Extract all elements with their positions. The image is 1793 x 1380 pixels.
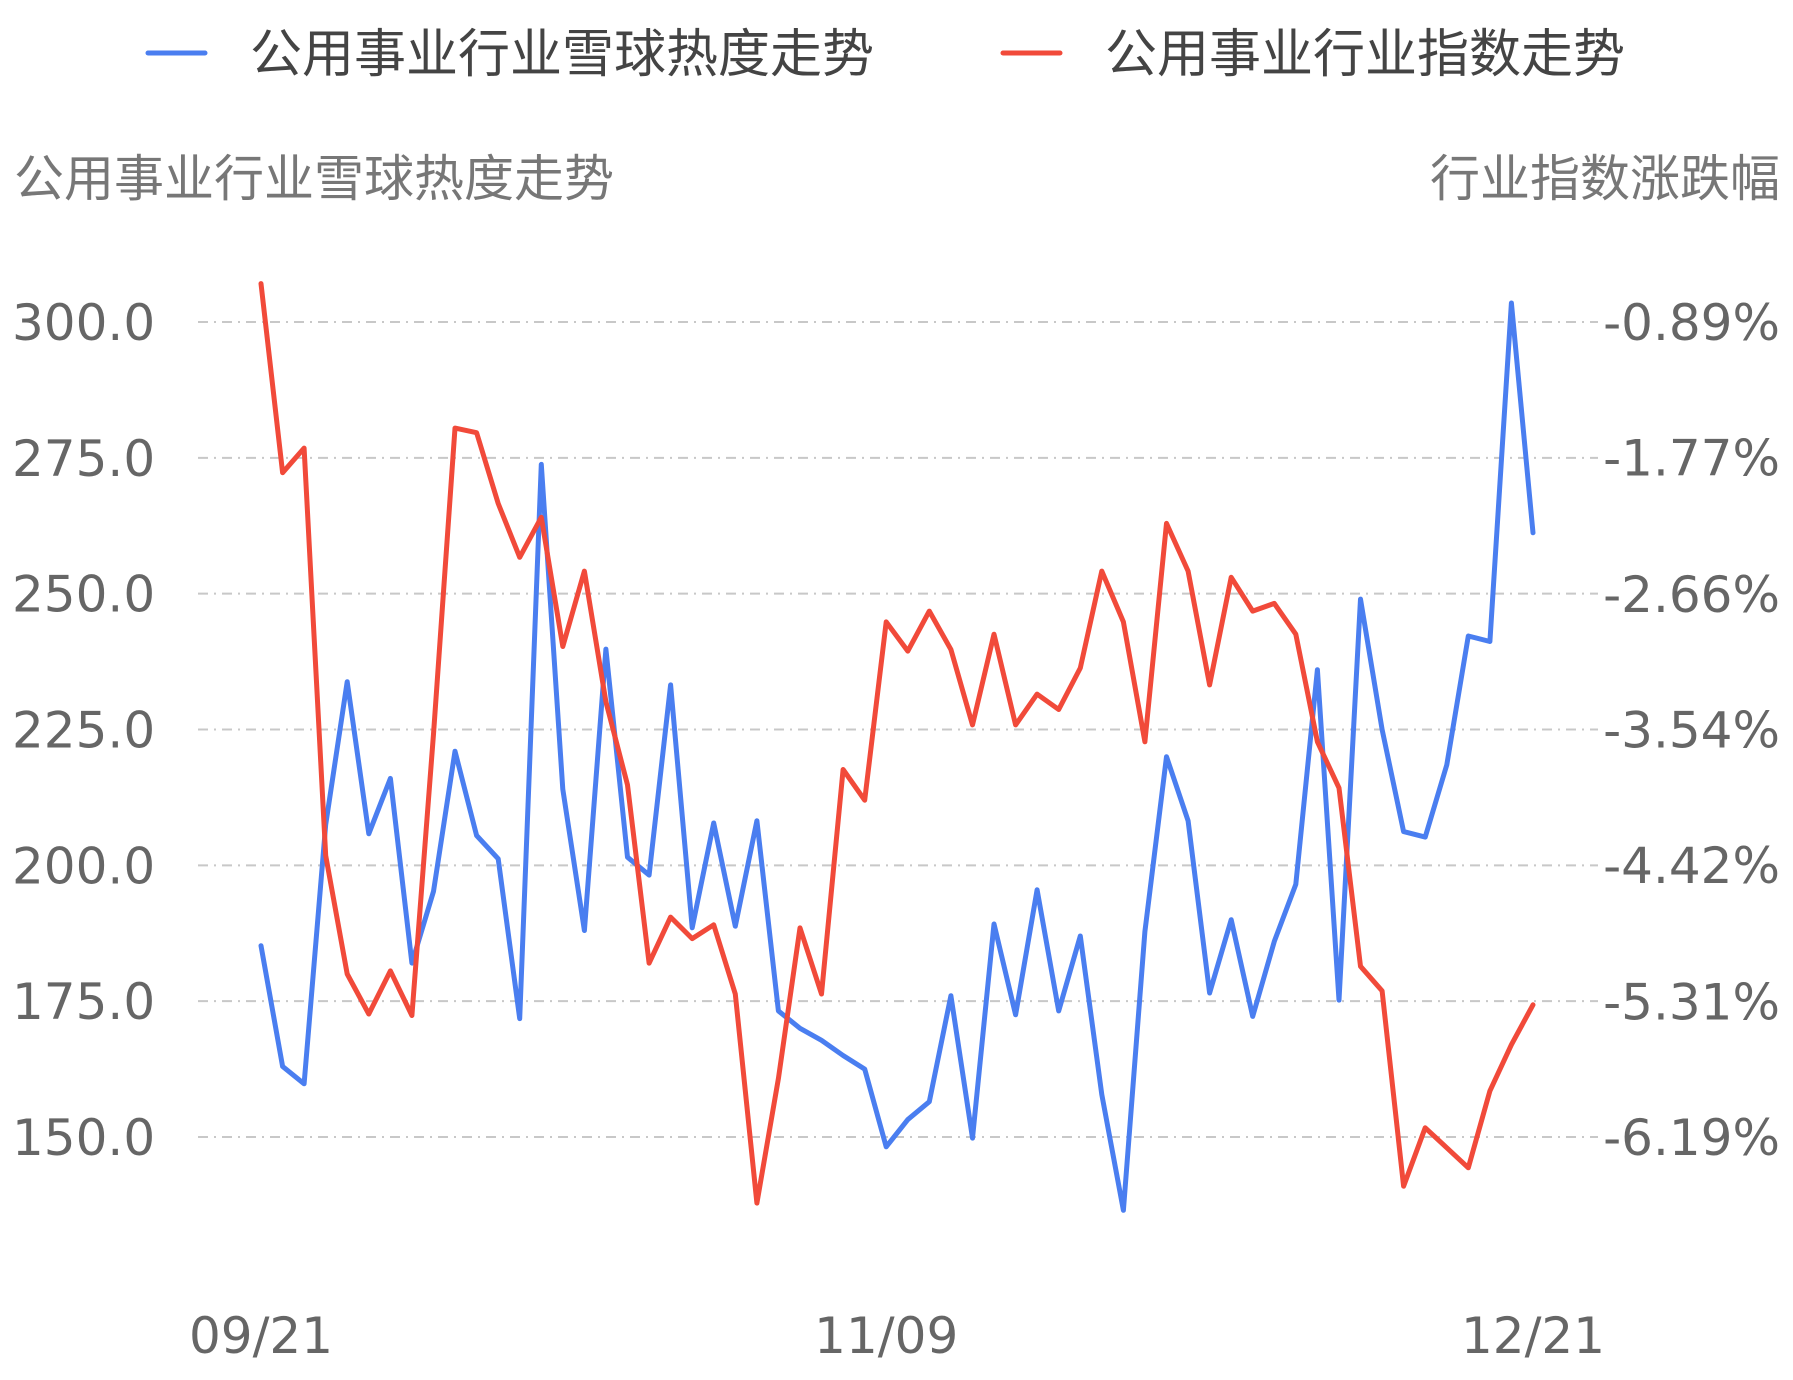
left-tick-label: 250.0 [12,566,155,624]
right-tick-label: -6.19% [1603,1109,1780,1167]
right-tick-label: -2.66% [1603,566,1780,624]
left-axis-ticks: 300.0 275.0 250.0 225.0 200.0 175.0 150.0 [12,294,155,1167]
x-tick-label: 09/21 [189,1307,333,1365]
legend-label-heat: 公用事业行业雪球热度走势 [250,25,874,85]
right-tick-label: -1.77% [1603,429,1780,487]
right-tick-label: -4.42% [1603,837,1780,895]
left-tick-label: 150.0 [12,1109,155,1167]
x-tick-label: 12/21 [1461,1307,1605,1365]
right-tick-label: -5.31% [1603,974,1780,1032]
right-tick-label: -0.89% [1603,294,1780,352]
right-axis-ticks: -0.89% -1.77% -2.66% -3.54% -4.42% -5.31% -6.1… [1603,294,1780,1167]
left-tick-label: 175.0 [12,973,155,1031]
left-tick-label: 225.0 [12,702,155,760]
series-line-heat [258,300,1536,1213]
gridlines [198,321,1598,1138]
right-axis-title: 行业指数涨跌幅 [1430,150,1780,208]
series-line-index [258,281,1536,1206]
left-tick-label: 300.0 [12,294,155,352]
x-axis-ticks: 09/21 11/09 12/21 [189,1307,1605,1365]
legend-label-index: 公用事业行业指数走势 [1105,25,1625,85]
left-tick-label: 275.0 [12,430,155,488]
left-tick-label: 200.0 [12,837,155,895]
legend: 公用事业行业雪球热度走势 公用事业行业指数走势 [145,25,1625,85]
series-lines [258,281,1536,1213]
right-tick-label: -3.54% [1603,702,1780,760]
x-tick-label: 11/09 [814,1307,958,1365]
left-axis-title: 公用事业行业雪球热度走势 [14,150,614,208]
